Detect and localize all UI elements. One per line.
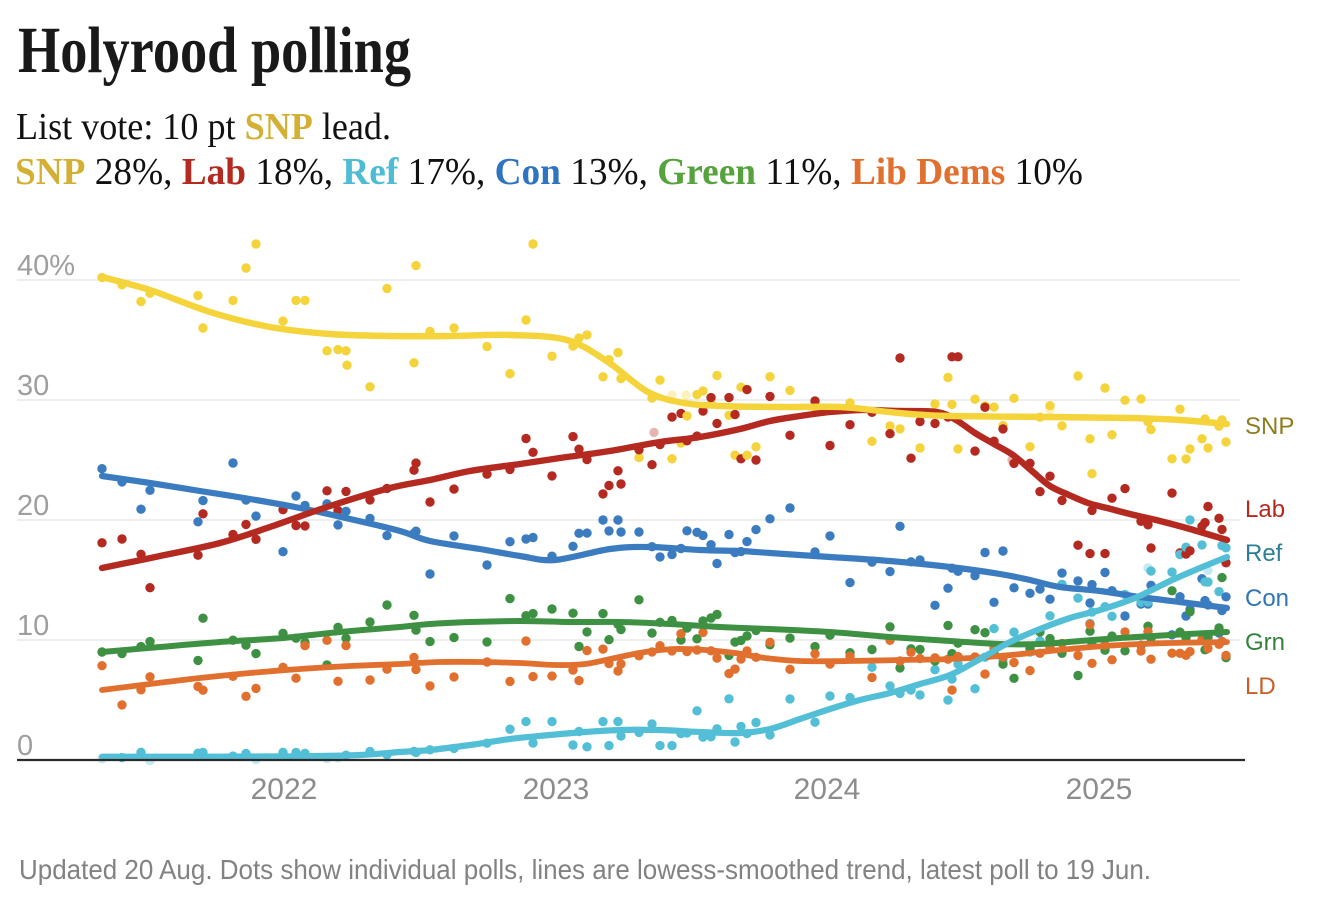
svg-text:10: 10 (17, 610, 49, 642)
svg-text:List vote: 10 pt SNP lead.: List vote: 10 pt SNP lead. (16, 106, 391, 148)
svg-text:2023: 2023 (523, 773, 590, 806)
svg-text:SNP 28%, Lab 18%, Ref 17%, Con: SNP 28%, Lab 18%, Ref 17%, Con 13%, Gree… (15, 151, 1083, 193)
svg-text:2024: 2024 (794, 773, 861, 806)
svg-text:2022: 2022 (251, 773, 318, 806)
svg-text:30: 30 (17, 370, 49, 402)
svg-text:SNP: SNP (1245, 413, 1294, 440)
svg-text:Grn: Grn (1245, 629, 1285, 656)
svg-text:40%: 40% (17, 250, 75, 282)
svg-text:Con: Con (1245, 585, 1289, 612)
svg-text:Lab: Lab (1245, 496, 1285, 523)
svg-text:2025: 2025 (1066, 773, 1133, 806)
svg-text:LD: LD (1245, 673, 1276, 700)
svg-text:Updated 20 Aug. Dots show indi: Updated 20 Aug. Dots show individual pol… (19, 854, 1151, 885)
svg-text:0: 0 (17, 730, 33, 762)
svg-text:20: 20 (17, 490, 49, 522)
svg-text:Holyrood polling: Holyrood polling (18, 14, 411, 87)
svg-text:Ref: Ref (1245, 540, 1283, 567)
